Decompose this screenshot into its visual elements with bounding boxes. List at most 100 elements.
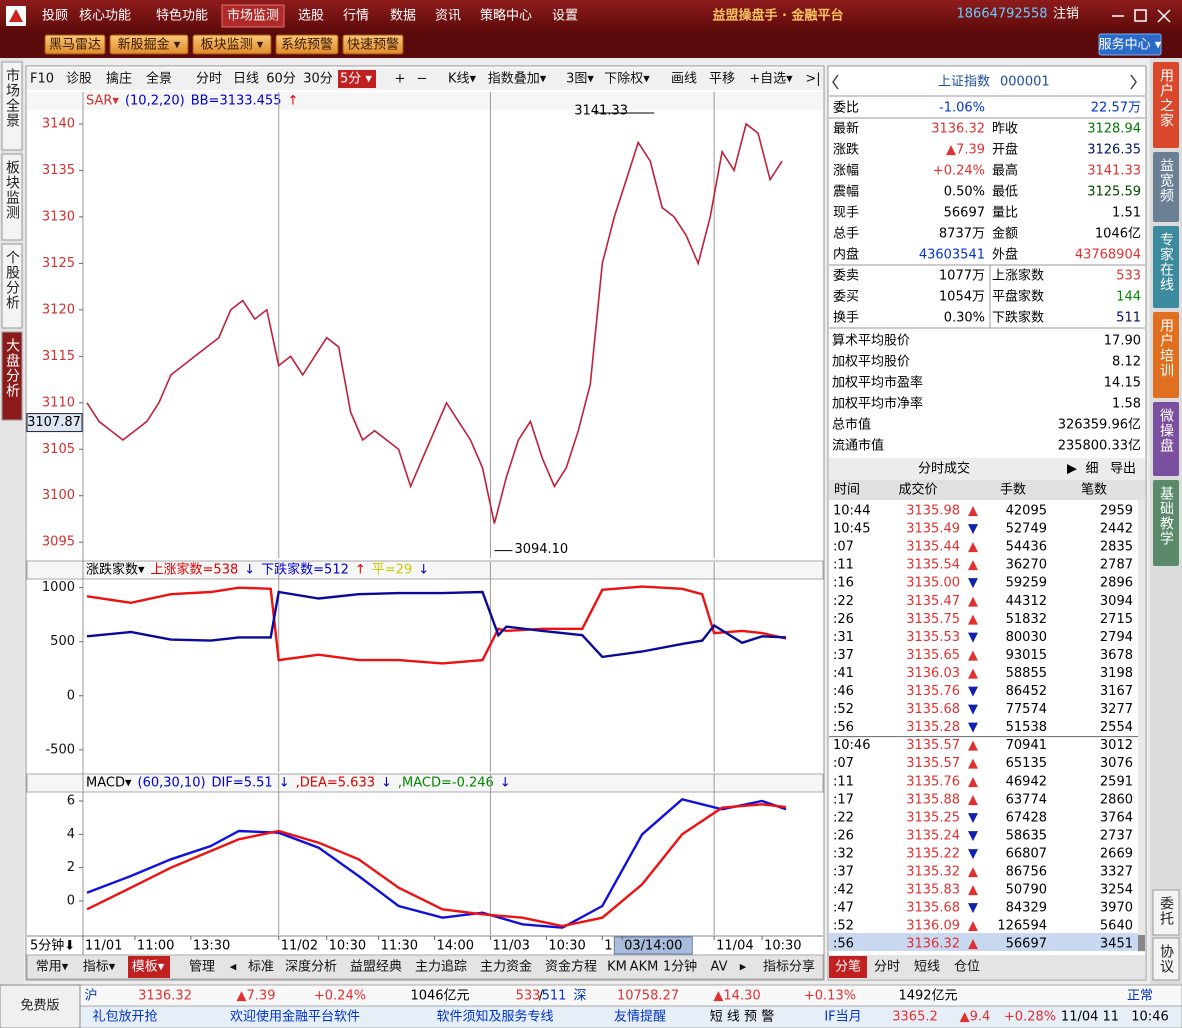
menu-item[interactable]: 行情 xyxy=(343,9,369,24)
trade-volume: 86756 xyxy=(1006,865,1047,880)
chart-tab[interactable]: 资金方程 xyxy=(545,959,597,975)
toolbar-item[interactable]: 3图▾ xyxy=(566,72,594,87)
tool-button[interactable]: 系统预警 xyxy=(281,37,333,53)
toolbar-item[interactable]: +自选▾ xyxy=(749,72,793,87)
trade-button[interactable]: 细 xyxy=(1085,462,1098,477)
toolbar-item[interactable]: + xyxy=(395,72,406,87)
trade-button[interactable]: 导出 xyxy=(1110,462,1136,477)
trade-count: 2835 xyxy=(1100,540,1133,555)
menu-item[interactable]: 核心功能 xyxy=(79,9,131,24)
toolbar-item[interactable]: 全景 xyxy=(146,71,172,87)
toolbar-item[interactable]: K线▾ xyxy=(448,72,477,87)
trade-price: 3135.57 xyxy=(906,738,960,753)
quote-tab[interactable]: 分笔 xyxy=(835,959,861,975)
chart-tab[interactable]: 指标分享 xyxy=(763,959,815,975)
trade-volume: 44312 xyxy=(1006,594,1047,609)
status-item[interactable]: 软件须知及服务专线 xyxy=(436,1009,553,1025)
menu-item[interactable]: 数据 xyxy=(390,9,416,24)
menu-item[interactable]: 资讯 xyxy=(435,9,461,24)
toolbar-item[interactable]: 分时 xyxy=(196,72,222,87)
chart-tab[interactable]: ◂ xyxy=(230,960,237,975)
trade-count: 2896 xyxy=(1100,576,1133,591)
x-tick-label: 11/04 xyxy=(716,939,753,954)
right-tab[interactable]: 益宽频 xyxy=(1158,158,1174,203)
right-tab[interactable]: 用户之家 xyxy=(1158,68,1174,128)
left-tab[interactable]: 市场全景 xyxy=(4,67,20,128)
tool-button[interactable]: 板块监测 ▾ xyxy=(201,38,264,53)
nav-arrows[interactable] xyxy=(832,74,1137,90)
quote-tab[interactable]: 仓位 xyxy=(954,960,980,975)
tool-button[interactable]: 新股掘金 ▾ xyxy=(118,37,181,53)
annotation: 3141.33 xyxy=(574,104,628,119)
chart-tab[interactable]: 常用▾ xyxy=(36,960,69,975)
quote-tab[interactable]: 短线 xyxy=(914,960,940,975)
trade-arrow: ▲ xyxy=(968,594,978,609)
toolbar-item[interactable]: >| xyxy=(805,72,820,87)
scroll-thumb xyxy=(1138,935,1145,951)
toolbar-item[interactable]: F10 xyxy=(30,72,54,87)
menu-item[interactable]: 策略中心 xyxy=(480,8,532,24)
chart-tab[interactable]: KM xyxy=(607,960,627,975)
toolbar-item[interactable]: 指数叠加▾ xyxy=(488,72,547,87)
trade-arrow: ▲ xyxy=(968,883,978,898)
chart-tab[interactable]: 1分钟 xyxy=(663,959,697,975)
menu-item[interactable]: 设置 xyxy=(552,9,578,24)
quote-tab[interactable]: 分时 xyxy=(874,960,900,975)
chart-tab[interactable]: 深度分析 xyxy=(285,959,337,975)
toolbar-item[interactable]: − xyxy=(417,72,428,87)
chart-tab[interactable]: 管理 xyxy=(189,960,215,975)
chart-tab[interactable]: AV xyxy=(711,960,728,975)
tool-button[interactable]: 快速预警 xyxy=(347,37,399,53)
right-tab[interactable]: 用户培训 xyxy=(1158,318,1174,378)
chart-tab[interactable]: AKM xyxy=(630,960,659,975)
chart-tab[interactable]: 指标▾ xyxy=(83,960,116,975)
logout[interactable]: 注销 xyxy=(1053,7,1079,22)
left-tab[interactable]: 板块监测 xyxy=(4,160,20,220)
button-bg xyxy=(109,34,189,55)
trade-count: 2794 xyxy=(1100,630,1133,645)
menu-item[interactable]: 选股 xyxy=(298,9,324,24)
menu-item[interactable]: 投顾 xyxy=(42,8,68,24)
menu-item[interactable]: 市场监测 xyxy=(227,8,279,24)
right-tab[interactable]: 基础教学 xyxy=(1158,485,1174,546)
y-tick-label: 1000 xyxy=(42,580,75,595)
toolbar-item[interactable]: 诊股 xyxy=(66,72,92,87)
quote-label: 换手 xyxy=(833,311,859,326)
menu-item[interactable]: 特色功能 xyxy=(156,8,208,24)
right-tab[interactable]: 协议 xyxy=(1158,944,1174,974)
chart-tab[interactable]: ▸ xyxy=(740,960,747,975)
quote-value: 22.57万 xyxy=(1091,101,1141,116)
right-tab[interactable]: 专家在线 xyxy=(1158,232,1174,292)
trade-count: 3198 xyxy=(1100,666,1133,681)
chart-tab[interactable]: 标准 xyxy=(248,960,274,975)
quote-label: 平盘家数 xyxy=(992,289,1044,305)
toolbar-item[interactable]: 下除权▾ xyxy=(604,71,650,87)
chart-tab[interactable]: 模板▾ xyxy=(132,960,165,975)
trade-button[interactable]: ▶ xyxy=(1067,462,1077,477)
chart-tab[interactable]: 益盟经典 xyxy=(350,960,402,975)
quote-code: 000001 xyxy=(1000,75,1050,90)
status-item[interactable]: 礼包放开抢 xyxy=(92,1009,157,1025)
left-tab[interactable]: 大盘分析 xyxy=(4,338,20,398)
service-button[interactable]: 服务中心 ▾ xyxy=(1099,37,1162,53)
toolbar-item[interactable]: 平移 xyxy=(709,72,735,87)
trade-count: 3076 xyxy=(1100,756,1133,771)
tool-button[interactable]: 黑马雷达 xyxy=(49,38,101,53)
toolbar-item[interactable]: 60分 xyxy=(266,72,296,87)
trade-price: 3135.75 xyxy=(906,612,960,627)
toolbar-item[interactable]: 画线 xyxy=(671,72,697,87)
trade-count: 3094 xyxy=(1100,594,1133,609)
right-tab-bg xyxy=(1152,937,1180,981)
toolbar-item[interactable]: 5分 ▾ xyxy=(340,72,372,87)
chart-tab[interactable]: 主力资金 xyxy=(480,959,532,975)
status-item[interactable]: 友情提醒 xyxy=(614,1009,666,1025)
chart-tab[interactable]: 主力追踪 xyxy=(415,959,467,975)
toolbar-item[interactable]: 擒庄 xyxy=(106,71,132,87)
status-item[interactable]: 欢迎使用金融平台软件 xyxy=(230,1009,360,1025)
left-tab[interactable]: 个股分析 xyxy=(4,250,20,310)
toolbar-item[interactable]: 日线 xyxy=(233,72,259,87)
window-controls[interactable] xyxy=(1112,9,1171,23)
right-tab[interactable]: 微操盘 xyxy=(1158,408,1174,453)
toolbar-item[interactable]: 30分 xyxy=(303,72,333,87)
right-tab[interactable]: 委托 xyxy=(1158,896,1174,926)
